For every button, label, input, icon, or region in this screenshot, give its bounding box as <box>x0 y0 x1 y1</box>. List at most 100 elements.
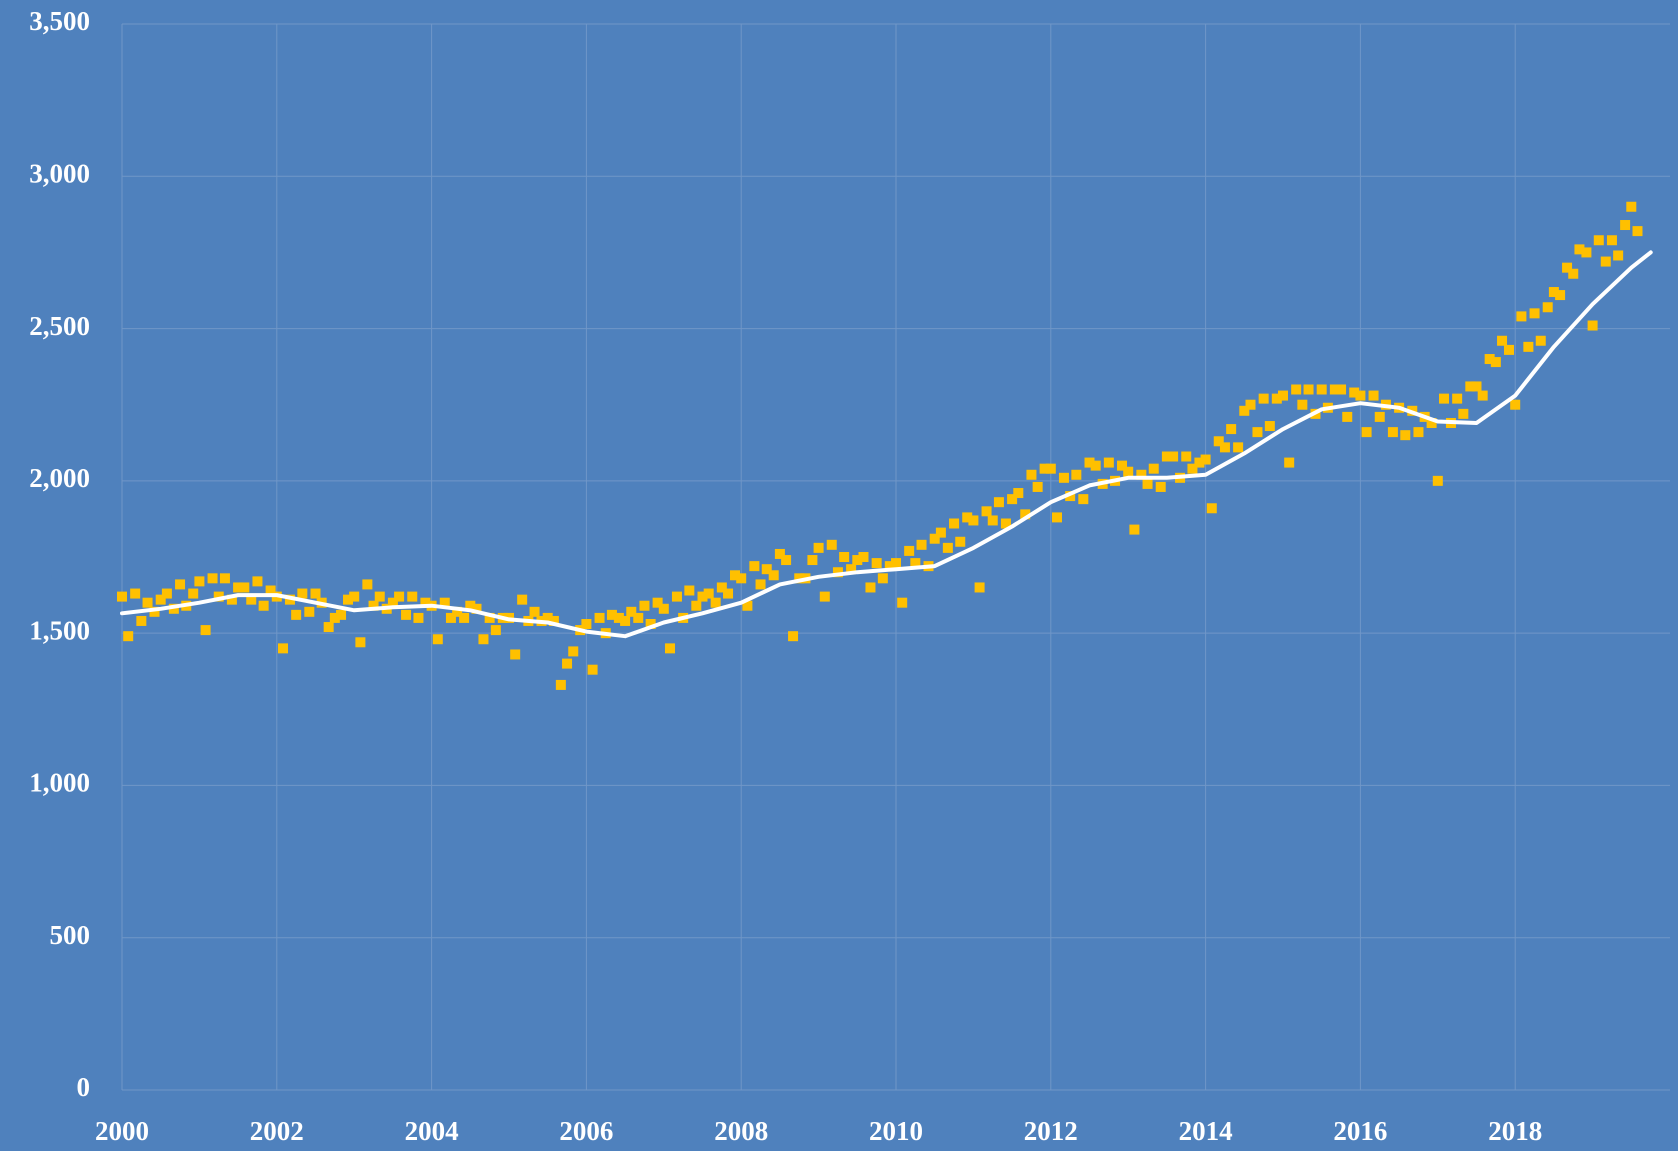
point <box>935 527 946 538</box>
x-tick-label: 2006 <box>559 1116 613 1146</box>
point <box>459 612 470 623</box>
point <box>910 558 921 569</box>
point <box>774 548 785 559</box>
point <box>1078 494 1089 505</box>
point <box>1600 256 1611 267</box>
point <box>981 506 992 517</box>
point <box>1123 466 1134 477</box>
point <box>664 643 675 654</box>
point <box>291 609 302 620</box>
x-tick-label: 2010 <box>869 1116 923 1146</box>
x-tick-label: 2014 <box>1179 1116 1233 1146</box>
point <box>877 573 888 584</box>
point <box>1342 411 1353 422</box>
point <box>407 591 418 602</box>
point <box>1387 427 1398 438</box>
point <box>568 646 579 657</box>
point <box>432 634 443 645</box>
point <box>671 591 682 602</box>
point <box>1368 390 1379 401</box>
point <box>304 606 315 617</box>
point <box>252 576 263 587</box>
x-tick-label: 2004 <box>405 1116 459 1146</box>
point <box>239 582 250 593</box>
point <box>1574 244 1585 255</box>
x-tick-label: 2018 <box>1488 1116 1542 1146</box>
point <box>1303 384 1314 395</box>
point <box>1593 235 1604 246</box>
point <box>213 591 224 602</box>
point <box>226 594 237 605</box>
point <box>846 564 857 575</box>
point <box>781 555 792 566</box>
point <box>1065 491 1076 502</box>
point <box>1148 463 1159 474</box>
point <box>1155 481 1166 492</box>
point <box>620 615 631 626</box>
point <box>1632 226 1643 237</box>
point <box>1117 460 1128 471</box>
point <box>265 585 276 596</box>
point <box>123 631 134 642</box>
point <box>548 615 559 626</box>
point <box>194 576 205 587</box>
point <box>258 600 269 611</box>
point <box>1458 408 1469 419</box>
point <box>1039 463 1050 474</box>
point <box>691 600 702 611</box>
point <box>742 600 753 611</box>
point <box>1516 311 1527 322</box>
y-tick-label: 2,000 <box>29 463 90 493</box>
point <box>594 612 605 623</box>
point <box>401 609 412 620</box>
point <box>968 515 979 526</box>
point <box>1504 344 1515 355</box>
point <box>478 634 489 645</box>
point <box>1213 436 1224 447</box>
point <box>1568 268 1579 279</box>
point <box>832 567 843 578</box>
point <box>1432 475 1443 486</box>
point <box>439 597 450 608</box>
point <box>1161 451 1172 462</box>
point <box>246 594 257 605</box>
point <box>1581 247 1592 258</box>
point <box>1606 235 1617 246</box>
point <box>794 573 805 584</box>
point <box>955 536 966 547</box>
point <box>1626 201 1637 212</box>
point <box>587 664 598 675</box>
point <box>1613 250 1624 261</box>
y-tick-label: 0 <box>77 1072 91 1102</box>
trend-line <box>120 250 1653 639</box>
point <box>175 579 186 590</box>
point <box>1490 357 1501 368</box>
point <box>1336 384 1347 395</box>
point <box>633 612 644 623</box>
point <box>420 597 431 608</box>
x-tick-label: 2000 <box>95 1116 149 1146</box>
point <box>1316 384 1327 395</box>
point <box>1252 427 1263 438</box>
point <box>710 597 721 608</box>
point <box>1355 390 1366 401</box>
point <box>1007 494 1018 505</box>
point <box>1000 518 1011 529</box>
point <box>1484 354 1495 365</box>
point <box>1465 381 1476 392</box>
x-tick-label: 2008 <box>714 1116 768 1146</box>
point <box>1452 393 1463 404</box>
point <box>355 637 366 648</box>
point <box>1284 457 1295 468</box>
point <box>1438 393 1449 404</box>
point <box>362 579 373 590</box>
point <box>813 542 824 553</box>
point <box>1013 488 1024 499</box>
point <box>490 625 501 636</box>
point <box>336 609 347 620</box>
x-tick-label: 2002 <box>250 1116 304 1146</box>
point <box>1045 463 1056 474</box>
point <box>974 582 985 593</box>
point <box>1200 454 1211 465</box>
